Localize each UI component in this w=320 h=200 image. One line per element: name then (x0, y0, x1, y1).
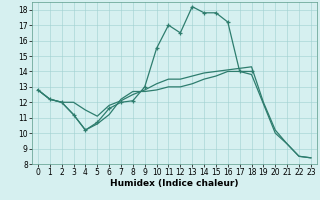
X-axis label: Humidex (Indice chaleur): Humidex (Indice chaleur) (110, 179, 239, 188)
